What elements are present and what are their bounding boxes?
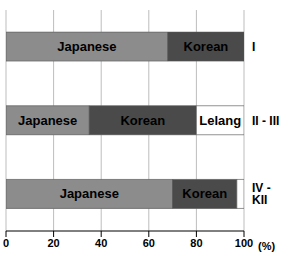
- svg-text:Korean: Korean: [120, 113, 165, 128]
- svg-text:I: I: [252, 40, 255, 54]
- svg-text:Japanese: Japanese: [18, 113, 77, 128]
- svg-text:20: 20: [47, 237, 59, 249]
- svg-text:Japanese: Japanese: [60, 186, 119, 201]
- svg-text:0: 0: [3, 237, 9, 249]
- svg-text:IV -KII: IV -KII: [252, 181, 271, 207]
- svg-text:(%): (%): [258, 240, 275, 252]
- svg-text:40: 40: [95, 237, 107, 249]
- svg-text:Lelang: Lelang: [199, 113, 241, 128]
- svg-text:80: 80: [190, 237, 202, 249]
- svg-text:II - III: II - III: [252, 114, 279, 128]
- svg-text:Japanese: Japanese: [57, 39, 116, 54]
- svg-text:Korean: Korean: [182, 186, 227, 201]
- svg-text:100: 100: [235, 237, 253, 249]
- svg-text:Korean: Korean: [184, 39, 229, 54]
- svg-text:60: 60: [143, 237, 155, 249]
